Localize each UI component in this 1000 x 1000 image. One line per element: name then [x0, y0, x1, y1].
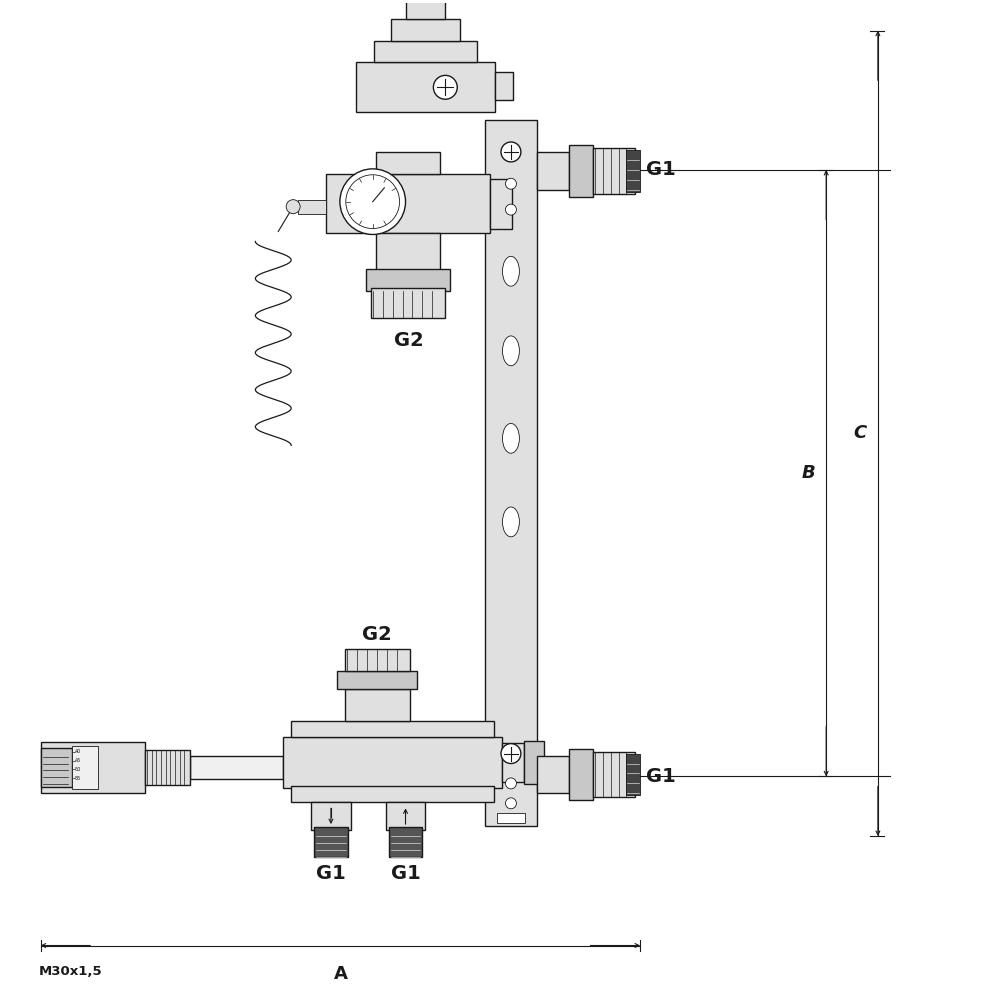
Bar: [485, 120, 537, 826]
Bar: [389, 827, 422, 857]
Bar: [72, 746, 98, 789]
Bar: [374, 41, 477, 62]
Circle shape: [340, 169, 406, 234]
Circle shape: [346, 175, 400, 229]
Text: 50: 50: [74, 767, 81, 772]
Bar: [314, 827, 348, 857]
Bar: [497, 813, 525, 823]
Bar: [291, 786, 494, 802]
Text: 55: 55: [74, 776, 81, 781]
Bar: [490, 179, 512, 229]
Bar: [311, 802, 351, 830]
Bar: [371, 288, 445, 318]
Text: G1: G1: [391, 864, 420, 883]
Bar: [502, 743, 524, 782]
Text: G1: G1: [646, 160, 676, 179]
Bar: [345, 689, 410, 721]
Bar: [386, 802, 425, 830]
Bar: [569, 145, 593, 197]
Bar: [376, 233, 440, 271]
Bar: [345, 649, 410, 671]
Text: 45: 45: [74, 758, 81, 763]
Bar: [356, 62, 495, 112]
Bar: [626, 754, 640, 795]
Bar: [537, 152, 569, 190]
Bar: [337, 671, 417, 689]
Text: G1: G1: [646, 767, 676, 786]
Bar: [537, 756, 569, 793]
Bar: [145, 750, 190, 785]
Text: B: B: [801, 464, 815, 482]
Bar: [626, 150, 640, 192]
Bar: [366, 269, 450, 291]
Circle shape: [433, 75, 457, 99]
Bar: [41, 748, 72, 787]
Circle shape: [505, 204, 516, 215]
Text: G1: G1: [316, 864, 346, 883]
Bar: [190, 756, 283, 779]
Circle shape: [505, 778, 516, 789]
Bar: [593, 752, 635, 797]
Ellipse shape: [502, 507, 519, 537]
Bar: [391, 19, 460, 41]
Bar: [569, 749, 593, 800]
Bar: [326, 174, 490, 233]
Bar: [593, 148, 635, 194]
Circle shape: [505, 798, 516, 809]
Bar: [524, 741, 544, 784]
Ellipse shape: [502, 336, 519, 366]
Ellipse shape: [502, 256, 519, 286]
Text: M30x1,5: M30x1,5: [39, 965, 102, 978]
Bar: [298, 200, 326, 214]
Bar: [41, 742, 145, 793]
Bar: [291, 721, 494, 737]
Bar: [283, 737, 502, 788]
Circle shape: [501, 142, 521, 162]
Text: G2: G2: [362, 625, 392, 644]
Circle shape: [501, 744, 521, 764]
Bar: [376, 152, 440, 174]
Ellipse shape: [502, 423, 519, 453]
Text: 40: 40: [74, 749, 81, 754]
Bar: [495, 72, 513, 100]
Circle shape: [505, 178, 516, 189]
Text: C: C: [853, 424, 867, 442]
Text: A: A: [333, 965, 347, 983]
Bar: [406, 1, 445, 19]
Text: G2: G2: [394, 331, 423, 350]
Circle shape: [286, 200, 300, 214]
